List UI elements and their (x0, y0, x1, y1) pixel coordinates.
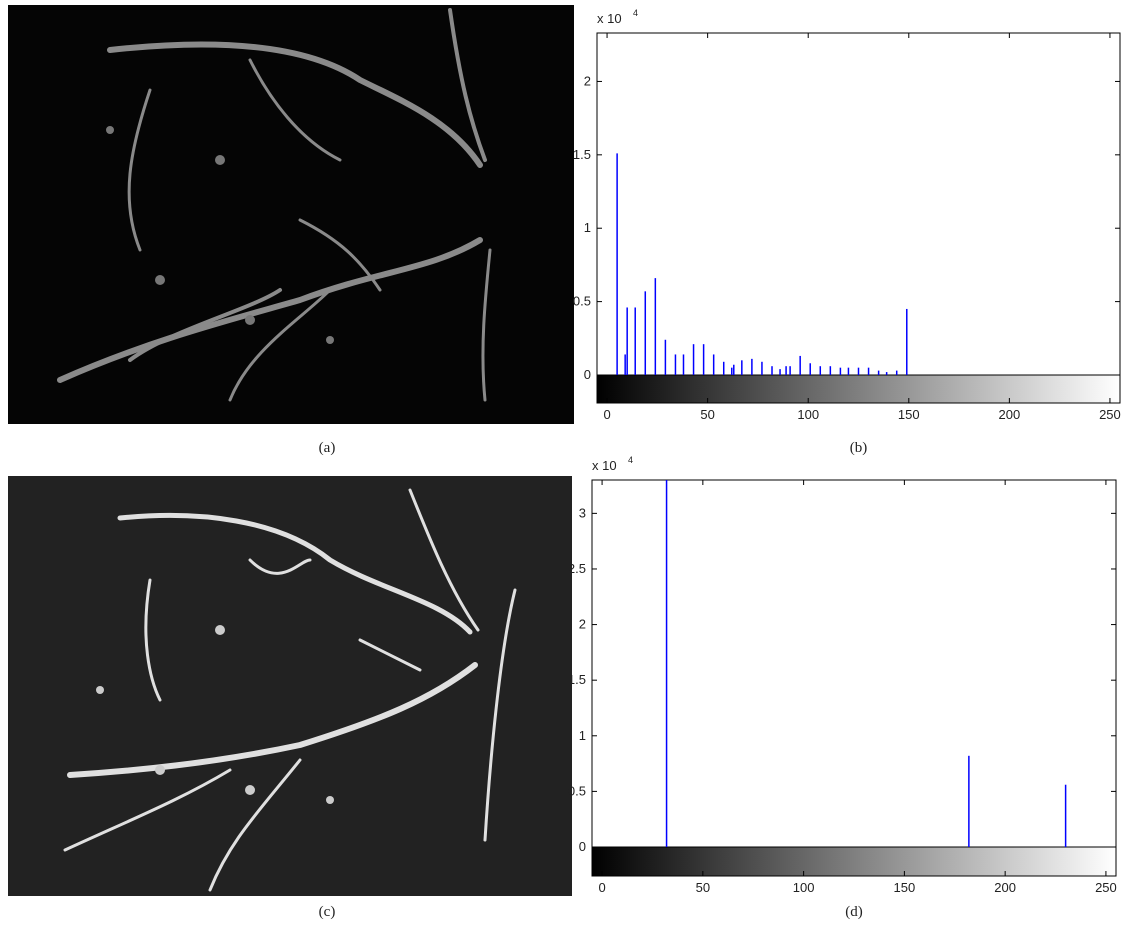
histogram: 0 0.5 1 1.5 2 2.5 3 0 50 100 150 200 250 x 10 4 (d) (568, 455, 1117, 920)
y-tick-label: 1.5 (573, 147, 591, 162)
y-tick-label: 2 (584, 73, 591, 88)
y-tick-label: 1.5 (568, 672, 586, 687)
y-tick-label: 1 (579, 728, 586, 743)
caption: (a) (319, 440, 336, 456)
plot-area (596, 32, 1121, 376)
scale-exponent: 4 (633, 8, 638, 18)
caption: (d) (845, 904, 863, 920)
y-tick-label: 0 (584, 367, 591, 382)
caption: (b) (850, 440, 868, 456)
x-tick-label: 200 (999, 407, 1021, 422)
y-tick-label: 0.5 (573, 294, 591, 309)
x-tick-label: 50 (700, 407, 714, 422)
image-a: (a) (8, 5, 574, 456)
caption: (c) (319, 904, 336, 920)
histogram: 0 0.5 1 1.5 2 0 50 100 150 200 250 x 10 4 (b) (573, 8, 1121, 456)
x-tick-label: 0 (603, 407, 610, 422)
x-tick-label: 150 (894, 880, 916, 895)
x-tick-label: 150 (898, 407, 920, 422)
colorbar (596, 374, 1121, 404)
x-tick-label: 50 (696, 880, 710, 895)
y-tick-label: 0.5 (568, 783, 586, 798)
y-tick-label: 0 (579, 839, 586, 854)
x-tick-label: 250 (1099, 407, 1121, 422)
y-tick-label: 2 (579, 617, 586, 632)
y-tick-label: 1 (584, 220, 591, 235)
y-tick-label: 3 (579, 505, 586, 520)
colorbar (591, 846, 1117, 877)
image-c: (c) (8, 476, 572, 920)
scale-base: x 10 (597, 11, 622, 26)
scale-base: x 10 (592, 458, 617, 473)
x-tick-label: 200 (994, 880, 1016, 895)
x-tick-label: 0 (598, 880, 605, 895)
x-tick-label: 250 (1095, 880, 1117, 895)
x-tick-label: 100 (793, 880, 815, 895)
scale-exponent: 4 (628, 455, 633, 465)
plot-area (591, 479, 1117, 848)
y-tick-label: 2.5 (568, 561, 586, 576)
x-tick-label: 100 (797, 407, 819, 422)
